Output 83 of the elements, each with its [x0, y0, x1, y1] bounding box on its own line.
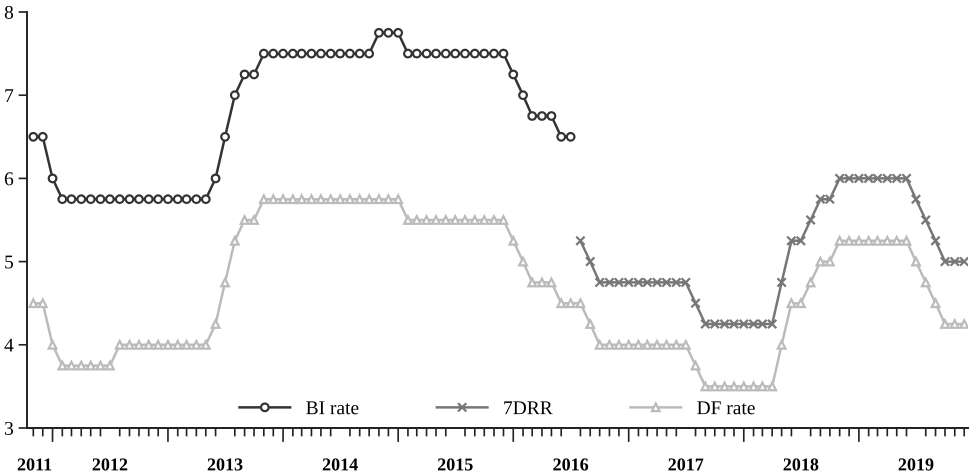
- point: [258, 48, 269, 59]
- point: [210, 173, 221, 184]
- x-tick-label: 2011: [18, 458, 52, 471]
- point: [220, 132, 230, 142]
- point: [460, 48, 470, 59]
- point: [200, 194, 211, 204]
- point: [249, 69, 259, 80]
- point: [344, 48, 355, 59]
- y-tick-label: 8: [4, 6, 14, 19]
- point: [172, 194, 183, 204]
- point: [57, 194, 68, 204]
- point: [422, 48, 432, 59]
- point: [38, 132, 48, 142]
- point: [556, 132, 566, 142]
- point: [296, 48, 307, 59]
- point: [316, 48, 326, 59]
- point: [374, 28, 384, 38]
- point: [335, 48, 346, 59]
- point: [134, 194, 144, 204]
- point: [518, 90, 528, 100]
- point: [537, 111, 547, 121]
- point: [805, 214, 816, 226]
- point: [575, 236, 586, 246]
- point: [240, 69, 250, 80]
- point: [566, 132, 576, 142]
- point: [114, 194, 125, 204]
- point: [527, 111, 538, 121]
- point: [910, 194, 922, 204]
- point: [489, 48, 499, 59]
- point: [153, 194, 164, 204]
- point: [326, 48, 336, 59]
- x-tick-label: 2016: [553, 458, 588, 471]
- point: [498, 48, 508, 59]
- point: [278, 48, 288, 59]
- y-tick-label: 5: [5, 256, 14, 269]
- x-tick-label: 2014: [322, 458, 358, 471]
- legend-label: BI rate: [306, 401, 358, 414]
- point: [182, 194, 192, 204]
- point: [306, 48, 316, 59]
- y-tick-label: 4: [4, 338, 14, 352]
- point: [364, 48, 374, 59]
- y-tick-label: 3: [5, 422, 14, 435]
- y-tick-label: 7: [5, 89, 14, 102]
- x-tick-label: 2012: [92, 458, 128, 471]
- x-tick-label: 2015: [438, 458, 473, 471]
- point: [393, 28, 404, 38]
- legend-label: DF rate: [697, 401, 755, 414]
- point: [191, 194, 202, 204]
- point: [105, 194, 115, 204]
- x-tick-label: 2019: [898, 458, 934, 471]
- point: [163, 194, 173, 204]
- point: [920, 214, 932, 226]
- point: [431, 48, 441, 59]
- point: [690, 298, 701, 308]
- legend-label: 7DRR: [504, 401, 553, 414]
- point: [470, 48, 480, 59]
- x-tick-label: 2017: [668, 458, 704, 471]
- y-tick-label: 6: [4, 172, 14, 186]
- point: [354, 48, 365, 59]
- point: [144, 194, 154, 204]
- point: [288, 48, 298, 59]
- point: [412, 48, 422, 59]
- point: [96, 194, 106, 204]
- point: [584, 256, 596, 267]
- point: [124, 194, 134, 204]
- point: [450, 48, 460, 59]
- point: [66, 194, 76, 204]
- point: [268, 48, 278, 59]
- point: [930, 236, 941, 246]
- x-tick-label: 2013: [208, 458, 242, 471]
- point: [479, 48, 490, 59]
- point: [76, 194, 86, 204]
- point: [776, 277, 787, 288]
- point: [48, 173, 58, 184]
- point: [28, 132, 38, 142]
- point: [546, 111, 556, 121]
- point: [230, 90, 240, 100]
- x-tick-label: 2018: [784, 458, 818, 471]
- point: [403, 48, 413, 59]
- point: [383, 28, 394, 38]
- point: [86, 194, 96, 204]
- point: [440, 48, 451, 59]
- point: [508, 69, 518, 80]
